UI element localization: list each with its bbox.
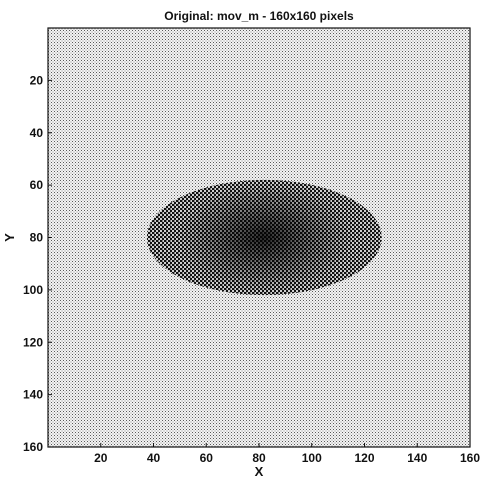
x-tick-label: 80 (252, 451, 266, 465)
x-tick-label: 160 (460, 451, 480, 465)
plot-area (47, 27, 471, 448)
y-tick-label: 20 (30, 73, 44, 87)
chart-title: Original: mov_m - 160x160 pixels (164, 9, 354, 23)
y-tick-label: 120 (23, 335, 43, 349)
y-tick-label: 140 (23, 388, 43, 402)
x-axis-label: X (255, 464, 264, 479)
y-tick-label: 40 (30, 126, 44, 140)
y-axis: 20 40 60 80 100 120 140 160 (23, 73, 52, 454)
x-tick-label: 120 (354, 451, 374, 465)
y-axis-label: Y (2, 233, 17, 242)
x-tick-label: 140 (407, 451, 427, 465)
y-tick-label: 100 (23, 283, 43, 297)
x-tick-label: 40 (147, 451, 161, 465)
x-tick-label: 100 (302, 451, 322, 465)
y-tick-label: 160 (23, 440, 43, 454)
x-axis: 20 40 60 80 100 120 140 160 (94, 443, 480, 465)
x-tick-label: 20 (94, 451, 108, 465)
y-tick-label: 80 (30, 231, 44, 245)
y-tick-label: 60 (30, 178, 44, 192)
heatmap-blob-core (176, 182, 353, 293)
x-tick-label: 60 (200, 451, 214, 465)
